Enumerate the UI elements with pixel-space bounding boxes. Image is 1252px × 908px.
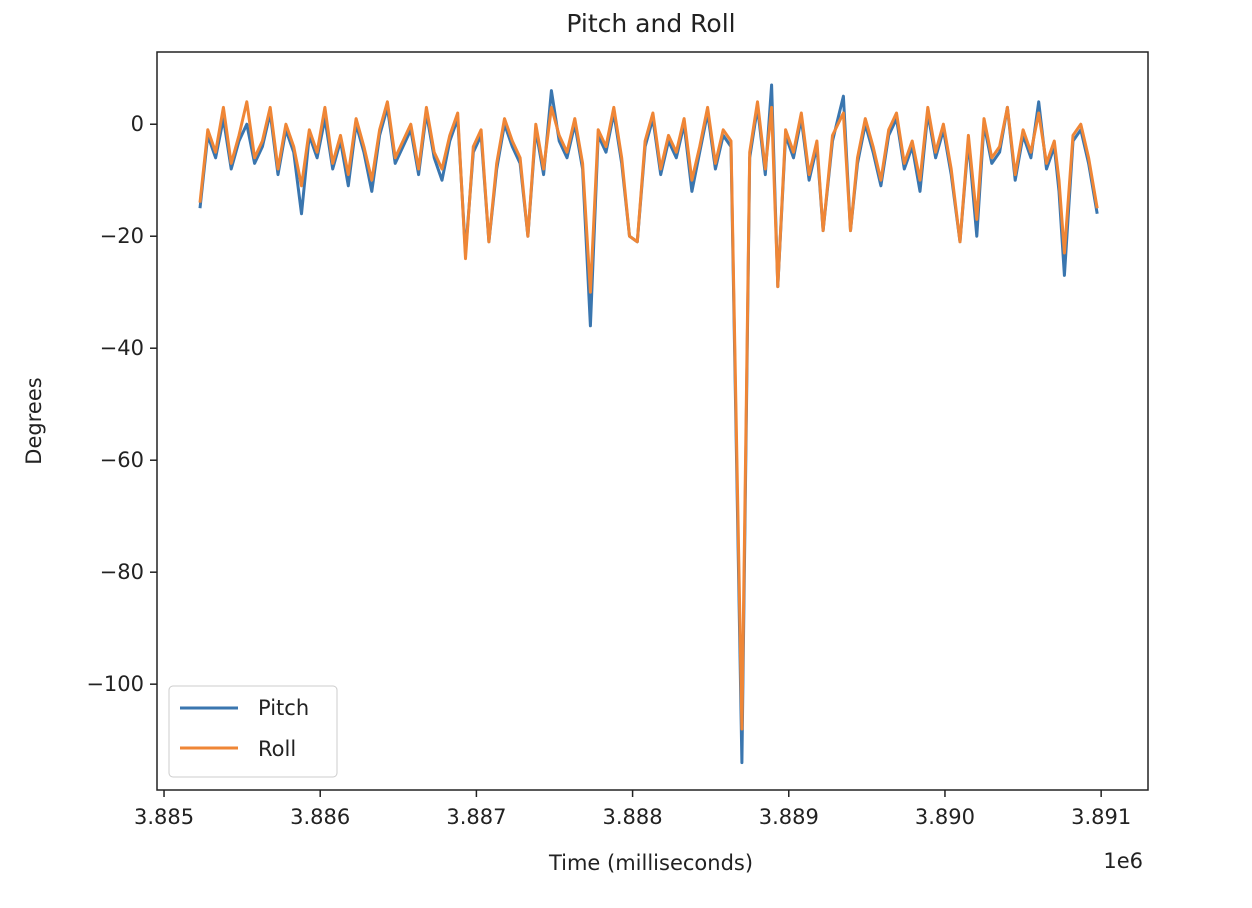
legend: Pitch Roll: [168, 685, 338, 778]
x-tick-label: 3.886: [290, 805, 350, 829]
legend-label-roll: Roll: [258, 737, 296, 761]
x-axis-label: Time (milliseconds): [548, 851, 753, 875]
y-tick-label: 0: [131, 112, 144, 136]
x-axis: 3.885 3.886 3.887 3.888 3.889 3.890 3.891: [134, 790, 1131, 829]
x-offset-label: 1e6: [1103, 849, 1143, 873]
y-tick-label: −80: [100, 560, 144, 584]
y-axis-label: Degrees: [22, 377, 46, 464]
y-tick-label: −60: [100, 448, 144, 472]
x-tick-label: 3.885: [134, 805, 194, 829]
y-tick-label: −20: [100, 224, 144, 248]
x-tick-label: 3.889: [759, 805, 819, 829]
x-tick-label: 3.887: [446, 805, 506, 829]
x-tick-label: 3.888: [603, 805, 663, 829]
legend-label-pitch: Pitch: [258, 696, 309, 720]
legend-box: [168, 685, 338, 778]
plot-area: [198, 83, 1099, 765]
y-tick-label: −40: [100, 336, 144, 360]
x-tick-label: 3.890: [915, 805, 975, 829]
axes-frame: [156, 51, 1149, 791]
y-axis: 0 −20 −40 −60 −80 −100: [86, 112, 157, 696]
series-line-pitch: [198, 83, 1099, 765]
series-line-roll: [198, 100, 1099, 731]
y-tick-label: −100: [86, 672, 144, 696]
chart-title: Pitch and Roll: [566, 9, 735, 38]
x-tick-label: 3.891: [1071, 805, 1131, 829]
